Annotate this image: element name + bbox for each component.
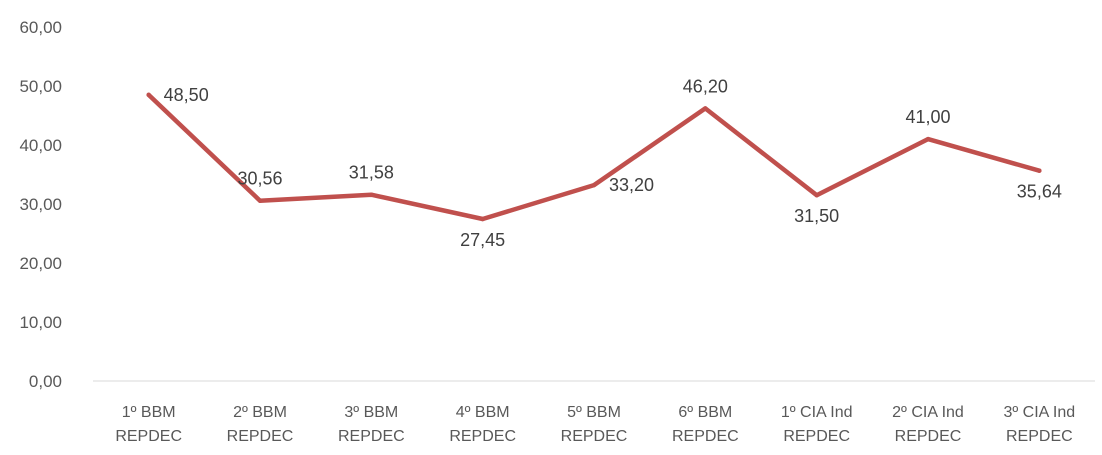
data-point	[480, 216, 485, 222]
x-tick-label: REPDEC	[895, 428, 962, 445]
x-tick-label: REPDEC	[672, 428, 739, 445]
data-label: 41,00	[905, 107, 950, 127]
data-label: 35,64	[1017, 182, 1062, 202]
data-point	[146, 92, 151, 98]
x-tick-label: REPDEC	[227, 428, 294, 445]
data-label: 27,45	[460, 230, 505, 250]
y-tick-label: 50,00	[19, 77, 62, 96]
data-label: 30,56	[237, 169, 282, 189]
data-label: 46,20	[683, 76, 728, 96]
data-label: 31,50	[794, 206, 839, 226]
x-tick-label: REPDEC	[1006, 428, 1073, 445]
x-tick-label: 6º BBM	[678, 404, 732, 421]
y-tick-label: 60,00	[19, 18, 62, 37]
y-tick-label: 0,00	[29, 372, 62, 391]
x-tick-label: 3º CIA Ind	[1003, 404, 1075, 421]
x-tick-label: 1º CIA Ind	[781, 404, 853, 421]
x-tick-label: REPDEC	[115, 428, 182, 445]
x-tick-label: 4º BBM	[456, 404, 510, 421]
data-label: 48,50	[164, 85, 209, 105]
x-tick-label: 2º CIA Ind	[892, 404, 964, 421]
y-tick-label: 40,00	[19, 136, 62, 155]
data-point	[257, 198, 263, 203]
data-label: 33,20	[609, 175, 654, 195]
x-tick-label: 2º BBM	[233, 404, 287, 421]
data-point	[814, 192, 819, 198]
data-point	[1037, 168, 1042, 173]
x-tick-label: REPDEC	[449, 428, 516, 445]
y-tick-label: 30,00	[19, 195, 62, 214]
data-label: 31,58	[349, 163, 394, 183]
y-tick-label: 20,00	[19, 254, 62, 273]
data-point	[591, 182, 597, 188]
x-tick-label: REPDEC	[783, 428, 850, 445]
data-point	[703, 106, 708, 111]
x-tick-label: REPDEC	[338, 428, 405, 445]
x-tick-label: 3º BBM	[344, 404, 398, 421]
x-tick-label: 1º BBM	[122, 404, 176, 421]
data-point	[369, 192, 374, 197]
y-tick-label: 10,00	[19, 313, 62, 332]
x-tick-label: REPDEC	[561, 428, 628, 445]
x-tick-label: 5º BBM	[567, 404, 621, 421]
data-point	[925, 136, 931, 142]
